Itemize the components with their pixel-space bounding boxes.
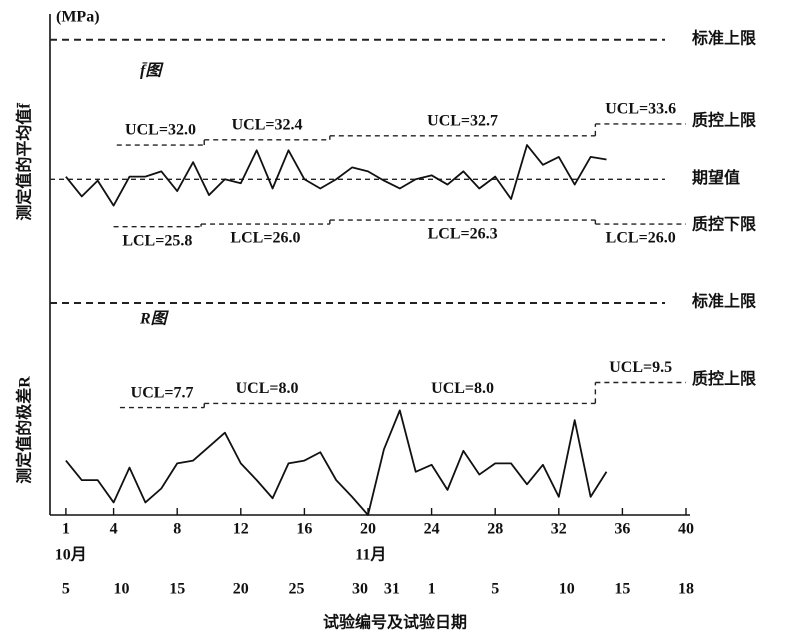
data-line <box>65 409 608 516</box>
date-label: 31 <box>384 581 400 598</box>
date-label: 10 <box>559 581 575 598</box>
data-line <box>65 144 607 207</box>
x-axis-label: 试验编号及试验日期 <box>323 613 467 632</box>
month-label: 10月 <box>55 546 87 564</box>
x-tick-label: 12 <box>233 521 249 538</box>
limit-name: 质控上限 <box>692 111 757 130</box>
date-label: 25 <box>288 581 304 598</box>
x-tick-label: 40 <box>678 521 694 538</box>
limit-label: UCL=33.6 <box>605 101 676 118</box>
x-tick-label: 32 <box>551 521 567 538</box>
limit-label: UCL=9.5 <box>609 359 672 376</box>
x-tick-label: 24 <box>424 521 440 538</box>
date-label: 5 <box>62 581 70 598</box>
date-label: 5 <box>491 581 499 598</box>
limit-label: LCL=26.0 <box>230 230 300 247</box>
limit-label: UCL=32.0 <box>125 122 196 139</box>
panel-title: R图 <box>139 310 170 328</box>
limit-name: 质控上限 <box>692 369 757 388</box>
limit-label: UCL=8.0 <box>431 380 494 397</box>
x-tick-label: 8 <box>173 521 181 538</box>
reference-label: 期望值 <box>692 168 740 187</box>
month-label: 11月 <box>355 546 386 564</box>
x-tick-label: 20 <box>360 521 376 538</box>
limit-label: UCL=32.4 <box>232 116 303 133</box>
reference-label: 标准上限 <box>691 28 757 47</box>
date-label: 15 <box>614 581 630 598</box>
limit-label: UCL=8.0 <box>236 380 299 397</box>
date-label: 30 <box>352 581 368 598</box>
x-tick-label: 16 <box>296 521 312 538</box>
limit-label: LCL=26.0 <box>606 230 676 247</box>
y-axis-label: 测定值的平均值f̄ <box>14 102 33 220</box>
x-tick-label: 36 <box>614 521 630 538</box>
date-label: 1 <box>428 581 436 598</box>
date-label: 10 <box>114 581 130 598</box>
date-label: 18 <box>678 581 694 598</box>
limit-label: LCL=25.8 <box>122 232 192 249</box>
limit-label: UCL=32.7 <box>427 113 498 130</box>
x-tick-label: 4 <box>110 521 118 538</box>
x-tick-label: 1 <box>62 521 70 538</box>
limit-name: 质控下限 <box>692 215 757 234</box>
limit-label: LCL=26.3 <box>428 226 498 243</box>
reference-label: 标准上限 <box>691 292 757 311</box>
date-label: 15 <box>169 581 185 598</box>
unit-label: (MPa) <box>56 9 100 26</box>
limit-label: UCL=7.7 <box>131 384 194 401</box>
panel-title: f̄图 <box>140 60 164 79</box>
date-label: 20 <box>233 581 249 598</box>
y-axis-label: 测定值的极差R <box>15 376 34 484</box>
x-tick-label: 28 <box>487 521 503 538</box>
